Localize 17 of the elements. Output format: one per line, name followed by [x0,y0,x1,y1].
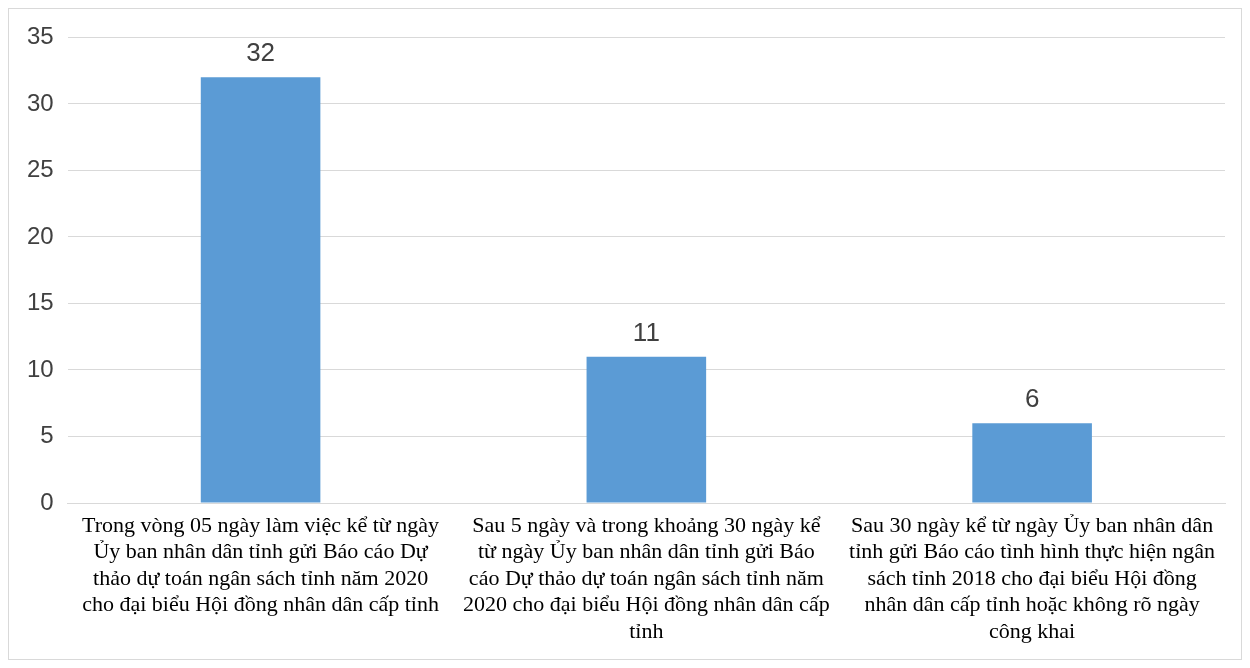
bar [200,77,321,503]
y-tick-label: 35 [26,22,54,50]
y-tick-label: 25 [26,155,54,183]
data-label: 6 [1024,383,1040,414]
x-tick-label: Sau 5 ngày và trong khoảng 30 ngày kể từ ngày Ủy ban nhân dân tỉnh gửi Báo cáo Dự thảo dự toán ngân sách tỉnh năm 2020 cho đại biểu Hội đồng nhân dân cấp tỉnh [463,511,830,643]
data-label: 11 [632,316,660,347]
bar [586,356,707,503]
y-tick-label: 0 [40,487,54,515]
bar [972,423,1092,503]
x-tick-label: Trong vòng 05 ngày làm việc kể từ ngày Ủy ban nhân dân tỉnh gửi Báo cáo Dự thảo dự toán ngân sách tỉnh năm 2020 cho đại biểu Hội đồng nhân dân cấp tỉnh [82,511,440,617]
y-tick-label: 5 [40,421,54,449]
y-tick-label: 20 [26,221,54,249]
y-tick-label: 30 [26,88,54,116]
y-tick-label: 10 [26,354,54,382]
data-label: 32 [246,37,276,68]
y-tick-label: 15 [26,288,54,316]
x-tick-label: Sau 30 ngày kể từ ngày Ủy ban nhân dân tỉnh gửi Báo cáo tình hình thực hiện ngân sách tỉnh 2018 cho đại biểu Hội đồng nhân dân cấp tỉnh hoặc không rõ ngày công khai [849,511,1216,643]
